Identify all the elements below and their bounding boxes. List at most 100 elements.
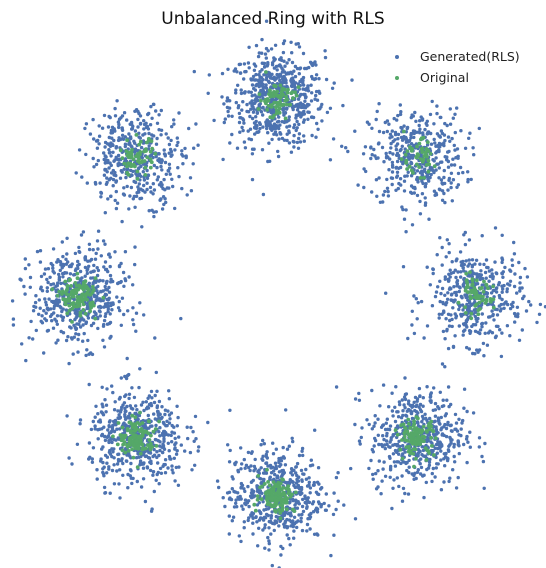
generated-point [491, 276, 495, 281]
generated-point [143, 499, 148, 504]
generated-point [288, 543, 292, 547]
original-point [149, 160, 154, 165]
generated-point [107, 450, 112, 454]
generated-point [142, 408, 146, 413]
generated-point [341, 103, 345, 108]
generated-point [420, 179, 424, 183]
generated-point [240, 108, 244, 112]
original-point [67, 278, 72, 283]
generated-point [281, 445, 285, 450]
original-point [257, 92, 262, 97]
generated-point [449, 402, 453, 407]
generated-point [437, 176, 441, 180]
generated-point [372, 444, 376, 448]
generated-point [164, 132, 168, 136]
generated-point [166, 466, 170, 470]
generated-point [94, 251, 98, 256]
generated-point [102, 265, 106, 269]
generated-point [105, 461, 109, 465]
generated-point [23, 257, 27, 261]
generated-point [312, 483, 316, 487]
generated-point [465, 434, 469, 439]
generated-point [447, 324, 452, 328]
generated-point [119, 459, 124, 463]
generated-point [429, 391, 433, 395]
generated-point [418, 131, 422, 135]
generated-point [510, 263, 515, 268]
generated-point [415, 317, 419, 321]
generated-point [172, 431, 177, 435]
generated-point [448, 275, 452, 279]
generated-point [480, 276, 485, 281]
generated-point [266, 61, 270, 65]
generated-point [230, 519, 234, 523]
generated-point [56, 281, 60, 285]
generated-point [278, 131, 282, 135]
generated-point [105, 170, 109, 174]
original-point [138, 410, 142, 415]
generated-point [127, 207, 131, 211]
generated-point [314, 135, 318, 139]
original-point [287, 487, 291, 492]
generated-point [54, 319, 59, 323]
generated-point [166, 169, 171, 173]
generated-point [251, 516, 255, 520]
generated-point [165, 423, 169, 428]
generated-point [409, 136, 413, 140]
original-point [126, 161, 131, 166]
generated-point [450, 199, 454, 203]
generated-point [445, 123, 449, 128]
generated-point [175, 449, 179, 453]
generated-point [236, 468, 240, 473]
generated-point [160, 207, 165, 211]
generated-point [237, 534, 241, 538]
generated-point [478, 328, 483, 332]
generated-point [241, 128, 245, 133]
generated-point [131, 306, 135, 310]
original-point [63, 301, 68, 306]
generated-point [434, 290, 439, 294]
generated-point [37, 298, 41, 302]
generated-point [162, 462, 166, 467]
generated-point [449, 441, 453, 445]
generated-point [397, 484, 401, 489]
original-point [281, 87, 285, 91]
original-point [88, 301, 93, 306]
original-point [281, 103, 285, 107]
generated-point [303, 66, 307, 71]
generated-point [251, 532, 255, 536]
generated-point [123, 142, 128, 146]
original-point [150, 146, 155, 151]
generated-point [383, 189, 387, 194]
generated-point [447, 250, 451, 255]
generated-point [234, 501, 238, 505]
generated-point [103, 304, 108, 309]
generated-point [445, 398, 449, 402]
generated-point [387, 454, 392, 459]
generated-point [431, 267, 435, 271]
generated-point [95, 266, 99, 270]
generated-point [491, 312, 495, 317]
original-point [478, 286, 483, 291]
generated-point [170, 153, 174, 157]
generated-point [90, 352, 95, 357]
generated-point [476, 350, 480, 354]
generated-point [85, 181, 90, 185]
generated-point [383, 427, 388, 432]
generated-point [432, 137, 436, 142]
generated-point [434, 168, 438, 172]
generated-point [163, 160, 168, 165]
generated-point [300, 512, 304, 517]
generated-point [461, 170, 465, 175]
generated-point [471, 146, 475, 150]
generated-point [236, 495, 240, 499]
generated-point [243, 498, 248, 502]
generated-point [134, 311, 139, 315]
generated-point [255, 503, 260, 507]
generated-point [292, 483, 296, 488]
original-point [470, 282, 475, 287]
generated-point [285, 84, 289, 89]
generated-point [180, 186, 184, 191]
generated-point [177, 111, 181, 115]
